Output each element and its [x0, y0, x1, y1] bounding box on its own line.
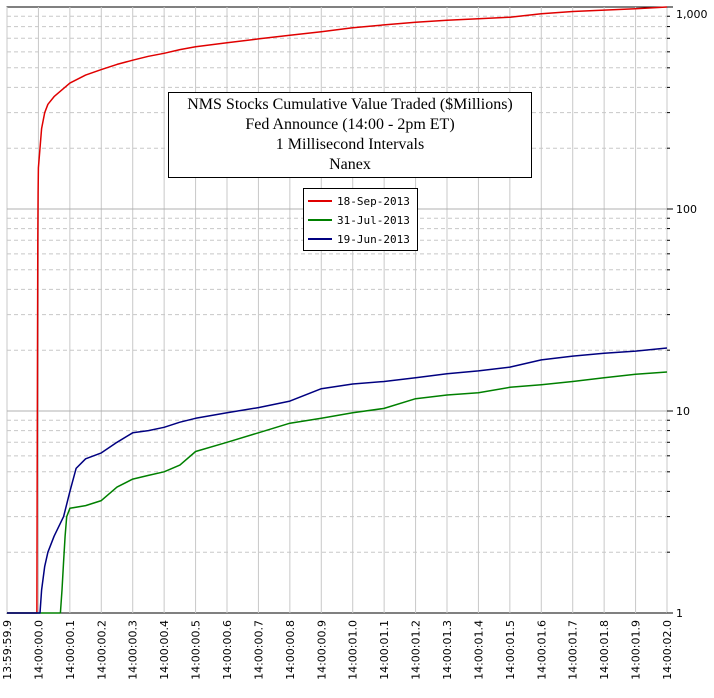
legend-label: 19-Jun-2013 [337, 232, 410, 246]
legend-swatch [308, 200, 332, 202]
x-tick-label: 14:00:00.0 [32, 620, 45, 680]
legend-swatch [308, 219, 332, 221]
x-tick-label: 14:00:00.1 [64, 620, 77, 680]
x-tick-label: 14:00:01.4 [472, 620, 485, 680]
legend: 18-Sep-2013 31-Jul-2013 19-Jun-2013 [303, 188, 418, 251]
x-tick-label: 14:00:01.2 [410, 620, 423, 680]
x-tick-label: 14:00:01.3 [441, 620, 454, 680]
x-tick-label: 14:00:01.5 [504, 620, 517, 680]
title-line: Fed Announce (14:00 - 2pm ET) [245, 116, 455, 133]
x-tick-label: 14:00:00.8 [284, 620, 297, 680]
series-line [7, 347, 668, 614]
x-tick-label: 14:00:02.0 [661, 620, 674, 680]
x-tick-label: 14:00:00.6 [221, 620, 234, 680]
legend-entry: 31-Jul-2013 [308, 212, 410, 228]
x-tick-label: 14:00:01.0 [347, 620, 360, 680]
series-line [7, 6, 668, 614]
title-line: 1 Millisecond Intervals [275, 136, 425, 153]
y-tick-labels: 1 10 100 1,000 [676, 8, 708, 620]
x-tick-label: 14:00:01.7 [567, 620, 580, 680]
y-tick-label: 10 [676, 405, 690, 418]
legend-entry: 18-Sep-2013 [308, 193, 410, 209]
x-tick-label: 13:59:59.9 [1, 620, 14, 680]
y-tick-label: 100 [676, 203, 697, 216]
legend-label: 31-Jul-2013 [337, 213, 410, 227]
legend-swatch [308, 238, 332, 240]
legend-entry: 19-Jun-2013 [308, 231, 410, 247]
title-line: NMS Stocks Cumulative Value Traded ($Mil… [187, 96, 513, 113]
title-line: Nanex [329, 156, 371, 173]
x-tick-labels: 13:59:59.9 14:00:00.0 14:00:00.1 14:00:00.2… [1, 620, 674, 680]
x-tick-label: 14:00:01.8 [598, 620, 611, 680]
x-tick-label: 14:00:00.5 [190, 620, 203, 680]
x-tick-label: 14:00:00.3 [127, 620, 140, 680]
x-tick-label: 14:00:00.9 [315, 620, 328, 680]
x-tick-label: 14:00:01.9 [630, 620, 643, 680]
y-tick-label: 1 [676, 607, 683, 620]
series-line [7, 371, 668, 614]
x-tick-label: 14:00:00.4 [158, 620, 171, 680]
x-tick-label: 14:00:01.6 [535, 620, 548, 680]
series-layer [7, 6, 668, 614]
x-tick-label: 14:00:00.2 [95, 620, 108, 680]
chart-title: NMS Stocks Cumulative Value Traded ($Mil… [168, 92, 532, 178]
y-tick-label: 1,000 [676, 8, 708, 21]
x-tick-label: 14:00:00.7 [252, 620, 265, 680]
legend-label: 18-Sep-2013 [337, 194, 410, 208]
x-tick-label: 14:00:01.1 [378, 620, 391, 680]
